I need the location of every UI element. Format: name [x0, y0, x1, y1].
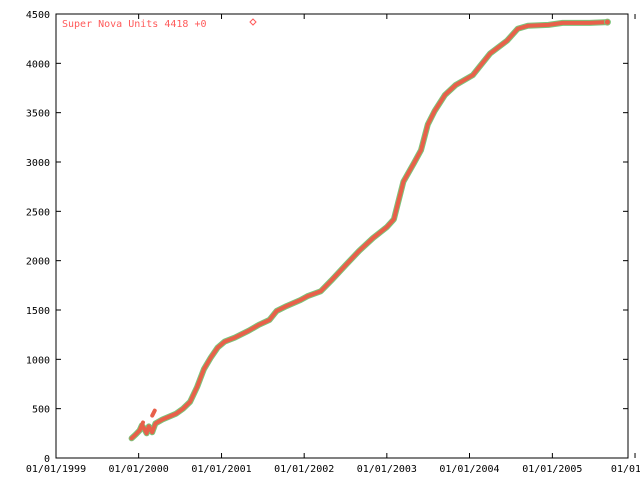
- data-point: [443, 93, 447, 97]
- y-tick-label: 2500: [26, 207, 50, 218]
- data-point: [299, 298, 302, 302]
- data-point: [168, 415, 171, 418]
- data-point: [471, 73, 474, 77]
- y-tick-label: 4000: [26, 59, 50, 70]
- y-tick-label: 4500: [26, 10, 50, 21]
- data-point: [426, 123, 430, 126]
- data-point: [358, 249, 361, 252]
- data-point: [147, 425, 151, 428]
- data-point: [195, 385, 199, 389]
- data-point: [140, 424, 144, 427]
- x-tick-label: 01/01/2004: [439, 464, 499, 475]
- data-point: [188, 400, 192, 403]
- y-tick-label: 0: [44, 454, 50, 465]
- data-point: [402, 180, 405, 183]
- data-point: [285, 304, 288, 308]
- y-tick-label: 500: [32, 405, 50, 416]
- data-point: [412, 161, 416, 165]
- x-tick-label: 01/01/2002: [274, 464, 334, 475]
- data-point: [268, 318, 271, 322]
- data-point: [257, 323, 261, 326]
- data-point: [419, 148, 423, 152]
- data-point: [588, 21, 591, 25]
- series-end-point: [603, 18, 611, 26]
- data-point: [371, 236, 375, 240]
- legend: Super Nova Units 4418 +0: [62, 18, 257, 30]
- data-point: [505, 39, 509, 42]
- y-tick-label: 2000: [26, 257, 50, 268]
- data-point: [306, 294, 309, 298]
- data-point: [433, 109, 437, 112]
- legend-marker-diamond: [249, 18, 257, 26]
- data-point: [561, 21, 564, 25]
- data-point: [161, 418, 164, 421]
- data-point: [385, 225, 389, 229]
- data-point: [275, 309, 278, 313]
- data-point: [247, 329, 250, 332]
- legend-label: Super Nova Units 4418 +0: [62, 19, 207, 30]
- data-point: [547, 23, 550, 27]
- x-tick-label: 01/01/2000: [109, 464, 169, 475]
- data-point: [181, 407, 185, 410]
- data-point: [516, 27, 519, 30]
- x-tick-label: 01/01/1999: [26, 464, 86, 475]
- x-tick-label: 01/01/2003: [357, 464, 417, 475]
- data-point: [488, 52, 492, 55]
- y-axis-ticks: 0 500 1000 1500 2000 2500 3000 3500 4000 4500: [26, 10, 628, 465]
- data-point: [145, 432, 148, 435]
- data-point: [151, 431, 154, 434]
- y-tick-label: 1500: [26, 306, 50, 317]
- data-point: [175, 412, 178, 415]
- data-point: [209, 356, 213, 359]
- data-point: [233, 336, 237, 339]
- data-point: [319, 290, 322, 293]
- plot-frame: [55, 13, 629, 459]
- data-point: [202, 368, 206, 371]
- data-point: [154, 422, 157, 425]
- data-point: [526, 24, 530, 28]
- x-tick-label: 01/01/2001: [191, 464, 251, 475]
- y-tick-label: 3000: [26, 158, 50, 169]
- series-fragment: [150, 408, 157, 418]
- data-point: [216, 346, 219, 349]
- data-point: [454, 83, 457, 87]
- data-point: [134, 433, 138, 436]
- data-point: [223, 340, 226, 343]
- data-point: [138, 429, 141, 432]
- y-tick-label: 1000: [26, 355, 50, 366]
- y-tick-label: 3500: [26, 109, 50, 120]
- data-point: [142, 427, 146, 430]
- x-tick-label: 01/01/2005: [522, 464, 582, 475]
- data-point: [130, 437, 133, 440]
- series-layer: [128, 18, 611, 442]
- x-axis-ticks: 01/01/1999 01/01/2000 01/01/2001 01/01/2002…: [26, 14, 640, 475]
- data-point: [330, 279, 333, 282]
- x-tick-label: 01/01/20: [611, 464, 640, 475]
- data-point: [343, 264, 347, 267]
- series-line: [129, 20, 610, 441]
- data-point: [392, 218, 396, 221]
